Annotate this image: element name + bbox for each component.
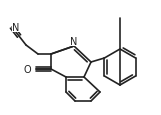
Text: N: N [70, 37, 78, 47]
Text: N: N [12, 23, 19, 33]
Text: O: O [23, 64, 31, 74]
